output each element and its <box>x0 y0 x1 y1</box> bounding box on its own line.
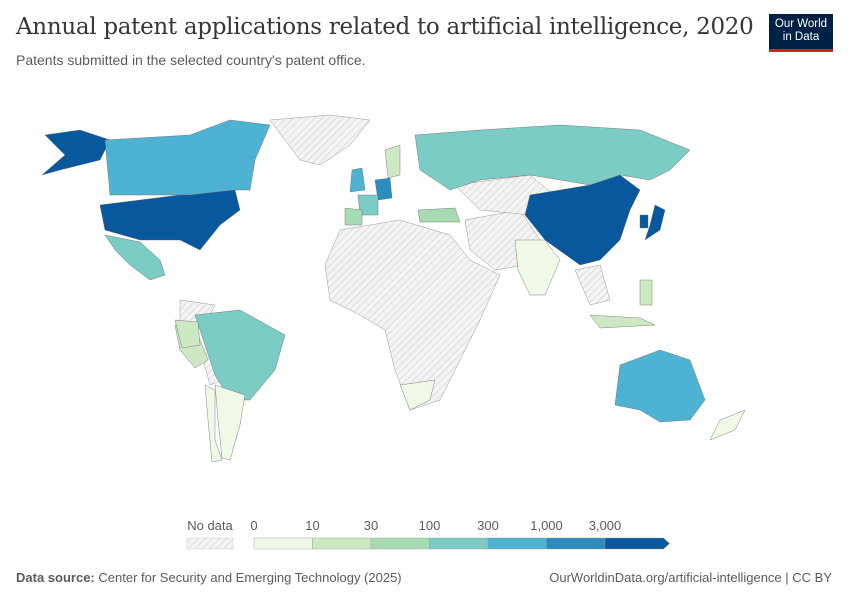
legend: No data 010301003001,0003,000 <box>0 510 850 555</box>
legend-bin[interactable] <box>313 538 372 549</box>
country-brazil[interactable] <box>195 310 285 400</box>
legend-tick: 300 <box>477 518 499 533</box>
legend-bin[interactable] <box>547 538 606 549</box>
legend-tick: 10 <box>305 518 319 533</box>
country-turkey[interactable] <box>418 208 460 222</box>
country-indonesia[interactable] <box>590 315 655 328</box>
legend-bin[interactable] <box>371 538 430 549</box>
chart-subtitle: Patents submitted in the selected countr… <box>16 52 366 68</box>
country-new-zealand[interactable] <box>710 410 745 440</box>
country-mexico[interactable] <box>105 235 165 280</box>
owid-logo[interactable]: Our Worldin Data <box>769 14 833 52</box>
legend-bin[interactable] <box>254 538 313 549</box>
country-russia[interactable] <box>415 125 690 190</box>
legend-bin[interactable] <box>488 538 547 549</box>
country-india[interactable] <box>515 240 560 295</box>
legend-tick: 30 <box>364 518 378 533</box>
country-south-korea[interactable] <box>640 215 648 228</box>
footer-url[interactable]: OurWorldinData.org/artificial-intelligen… <box>549 570 832 585</box>
country-argentina[interactable] <box>215 385 245 460</box>
country-canada[interactable] <box>105 120 270 195</box>
country-philippines[interactable] <box>640 280 652 305</box>
legend-no-data-swatch <box>187 538 233 549</box>
chart-title: Annual patent applications related to ar… <box>16 14 753 40</box>
legend-tick: 1,000 <box>530 518 563 533</box>
footer-source: Data source: Center for Security and Eme… <box>16 570 402 585</box>
country-united-kingdom[interactable] <box>350 168 365 192</box>
country-se-asia[interactable] <box>575 265 610 305</box>
legend-bin[interactable] <box>605 538 670 549</box>
world-map <box>0 100 850 500</box>
country-australia[interactable] <box>615 350 705 422</box>
legend-tick: 3,000 <box>589 518 622 533</box>
country-spain[interactable] <box>345 208 362 225</box>
legend-bin[interactable] <box>430 538 489 549</box>
country-sweden[interactable] <box>385 145 400 178</box>
legend-tick: 100 <box>419 518 441 533</box>
country-south-africa[interactable] <box>400 380 435 410</box>
source-text[interactable]: Center for Security and Emerging Technol… <box>98 570 401 585</box>
legend-tick: 0 <box>250 518 257 533</box>
country-greenland[interactable] <box>270 115 370 165</box>
